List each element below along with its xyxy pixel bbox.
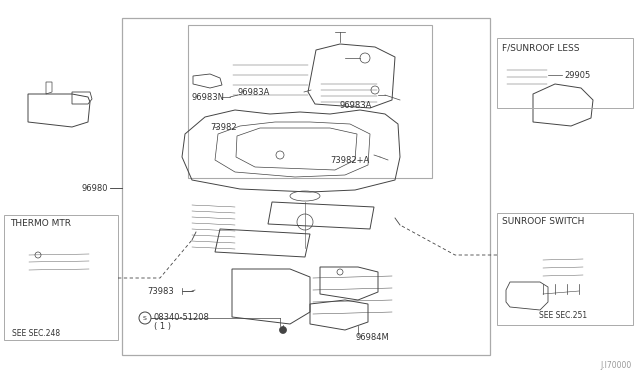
Text: SUNROOF SWITCH: SUNROOF SWITCH bbox=[502, 217, 584, 225]
Bar bbox=[188, 25, 432, 178]
Text: 96983A: 96983A bbox=[238, 87, 270, 96]
Text: SEE SEC.248: SEE SEC.248 bbox=[12, 328, 60, 337]
Bar bbox=[122, 18, 490, 355]
Bar bbox=[497, 38, 633, 108]
Text: 96983N: 96983N bbox=[192, 93, 225, 102]
Bar bbox=[497, 213, 633, 325]
Text: F/SUNROOF LESS: F/SUNROOF LESS bbox=[502, 44, 579, 52]
Text: 96983A: 96983A bbox=[340, 100, 372, 109]
Text: J.I70000: J.I70000 bbox=[601, 360, 632, 369]
Text: 96980: 96980 bbox=[82, 183, 109, 192]
Circle shape bbox=[280, 327, 287, 334]
Text: 73982: 73982 bbox=[210, 122, 237, 131]
Text: ( 1 ): ( 1 ) bbox=[154, 321, 171, 330]
Text: 29905: 29905 bbox=[564, 71, 590, 80]
Text: 96984M: 96984M bbox=[355, 334, 388, 343]
Text: 08340-51208: 08340-51208 bbox=[154, 314, 210, 323]
Text: SEE SEC.251: SEE SEC.251 bbox=[539, 311, 587, 321]
Text: S: S bbox=[143, 315, 147, 321]
Text: THERMO MTR: THERMO MTR bbox=[10, 218, 71, 228]
Text: 73983: 73983 bbox=[147, 286, 173, 295]
Text: 73982+A: 73982+A bbox=[330, 155, 369, 164]
Bar bbox=[4, 215, 118, 340]
